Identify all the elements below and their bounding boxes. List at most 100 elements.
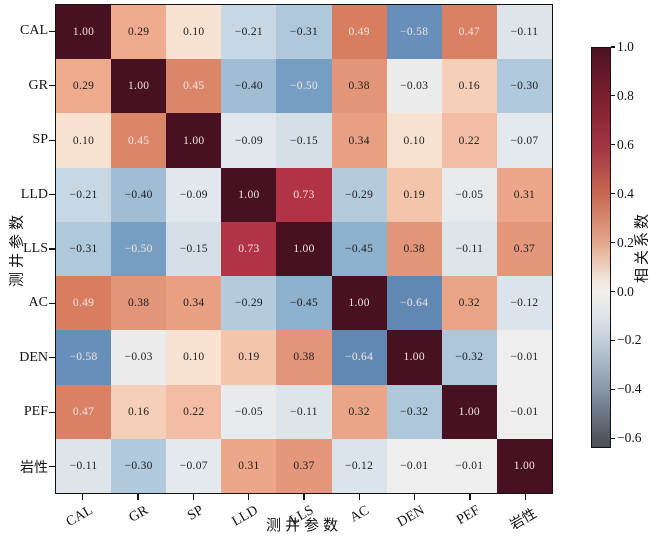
heatmap-cell: −0.05 (441, 167, 497, 222)
heatmap-cell: 1.00 (496, 438, 552, 493)
heatmap-cell: −0.07 (496, 113, 552, 168)
heatmap-cell: −0.11 (441, 221, 497, 277)
y-axis-tick-mark (49, 411, 55, 413)
x-axis-tick-mark (248, 494, 250, 500)
heatmap-cell: 1.00 (441, 384, 497, 439)
heatmap-cell: −0.45 (331, 221, 387, 277)
x-tick-label: GR (126, 503, 151, 526)
y-axis-tick-mark (49, 139, 55, 141)
colorbar-tick-label: 0.8 (617, 87, 634, 103)
colorbar-tick-label: 0.0 (617, 283, 634, 299)
y-axis-tick-mark (49, 30, 55, 32)
heatmap-cell: 0.22 (166, 384, 222, 439)
heatmap-cell: −0.15 (166, 221, 222, 277)
x-tick-label: SP (184, 503, 206, 524)
heatmap-cell: 0.37 (276, 438, 332, 493)
heatmap-cell: −0.40 (221, 59, 277, 114)
colorbar-tick-mark (611, 290, 615, 293)
heatmap-cell: 0.38 (276, 330, 332, 385)
heatmap-cell: −0.50 (111, 221, 167, 277)
heatmap-cell: 0.10 (386, 113, 442, 168)
y-tick-label: DEN (19, 349, 48, 365)
heatmap-cell: −0.03 (111, 330, 167, 385)
heatmap-cell: −0.30 (111, 438, 167, 493)
heatmap-cell: −0.11 (276, 384, 332, 439)
x-axis-tick-mark (303, 494, 305, 500)
heatmap-cell: 0.38 (386, 221, 442, 277)
heatmap-cell: −0.64 (331, 330, 387, 385)
heatmap-cell: 1.00 (56, 5, 112, 60)
heatmap-cell: 0.16 (441, 59, 497, 114)
heatmap-cell: 0.32 (441, 276, 497, 331)
y-axis-tick-mark (49, 302, 55, 305)
x-tick-label: CAL (63, 503, 96, 530)
colorbar-tick-mark (611, 193, 615, 195)
heatmap-cell: −0.09 (166, 167, 222, 222)
heatmap-grid: 1.00 0.29 0.10 −0.21 −0.31 0.49 −0.58 0.47 −0.11… (55, 4, 553, 494)
colorbar-tick-label: 0.6 (617, 136, 634, 152)
heatmap-cell: −0.01 (441, 438, 497, 493)
heatmap-cell: 0.29 (111, 5, 167, 60)
heatmap-cell: 0.45 (111, 113, 167, 168)
heatmap-cell: 0.38 (331, 59, 387, 114)
y-axis-tick-mark (49, 248, 55, 250)
x-axis-tick-mark (192, 494, 194, 500)
y-axis-title: 测井参数 (9, 210, 26, 288)
colorbar-tick-label: −0.4 (617, 381, 642, 397)
heatmap-cell: 0.19 (221, 330, 277, 385)
heatmap-cell: −0.30 (496, 59, 552, 114)
colorbar-tick-mark (611, 95, 615, 97)
x-tick-label: AC (347, 503, 372, 526)
heatmap-cell: −0.03 (386, 59, 442, 114)
heatmap-cell: 1.00 (221, 167, 277, 222)
y-tick-label: GR (28, 77, 48, 93)
colorbar-title: 相关系数 (634, 210, 650, 284)
x-axis-tick-mark (358, 494, 360, 500)
colorbar-tick-mark (611, 388, 615, 390)
x-axis-tick-mark (414, 494, 416, 500)
colorbar-tick-label: 0.2 (617, 234, 634, 250)
heatmap-cell: −0.29 (221, 276, 277, 331)
y-axis-tick-mark (49, 357, 55, 359)
y-tick-label: CAL (20, 23, 48, 39)
colorbar-tick-mark (611, 339, 615, 341)
heatmap-cell: −0.29 (331, 167, 387, 222)
heatmap-cell: −0.50 (276, 59, 332, 114)
heatmap-cell: 0.16 (111, 384, 167, 439)
y-axis-tick-mark (49, 466, 55, 468)
x-tick-label: 岩性 (508, 506, 540, 534)
y-axis-tick-mark (49, 85, 55, 87)
heatmap-cell: −0.05 (221, 384, 277, 439)
heatmap-cell: −0.07 (166, 438, 222, 493)
heatmap-cell: 0.47 (56, 384, 112, 439)
heatmap-cell: −0.32 (386, 384, 442, 439)
heatmap-cell: 1.00 (386, 330, 442, 385)
heatmap-cell: −0.58 (386, 5, 442, 60)
heatmap-cell: 0.32 (331, 384, 387, 439)
x-tick-label: LLD (230, 503, 262, 530)
heatmap-cell: 0.49 (331, 5, 387, 60)
heatmap-cell: −0.58 (56, 330, 112, 385)
heatmap-cell: 0.34 (166, 276, 222, 331)
y-tick-label: 岩性 (20, 460, 48, 476)
colorbar (591, 47, 611, 448)
heatmap-cell: −0.01 (386, 438, 442, 493)
heatmap-cell: 0.73 (276, 167, 332, 222)
x-axis-tick-mark (82, 494, 84, 500)
heatmap-cell: −0.01 (496, 384, 552, 439)
x-axis-tick-mark (469, 494, 471, 500)
heatmap-cell: 1.00 (276, 221, 332, 277)
x-tick-label: PEF (454, 503, 483, 529)
x-axis-tick-mark (137, 494, 139, 500)
colorbar-tick-label: −0.6 (617, 430, 642, 446)
heatmap-cell: 0.31 (221, 438, 277, 493)
x-tick-label: DEN (394, 503, 428, 531)
y-tick-label: LLD (20, 186, 48, 202)
y-tick-label: PEF (23, 404, 48, 420)
heatmap-cell: −0.40 (111, 167, 167, 222)
heatmap-cell: 0.19 (386, 167, 442, 222)
heatmap-cell: 0.29 (56, 59, 112, 114)
y-tick-label: AC (28, 295, 48, 311)
heatmap-cell: −0.09 (221, 113, 277, 168)
heatmap-cell: 0.47 (441, 5, 497, 60)
